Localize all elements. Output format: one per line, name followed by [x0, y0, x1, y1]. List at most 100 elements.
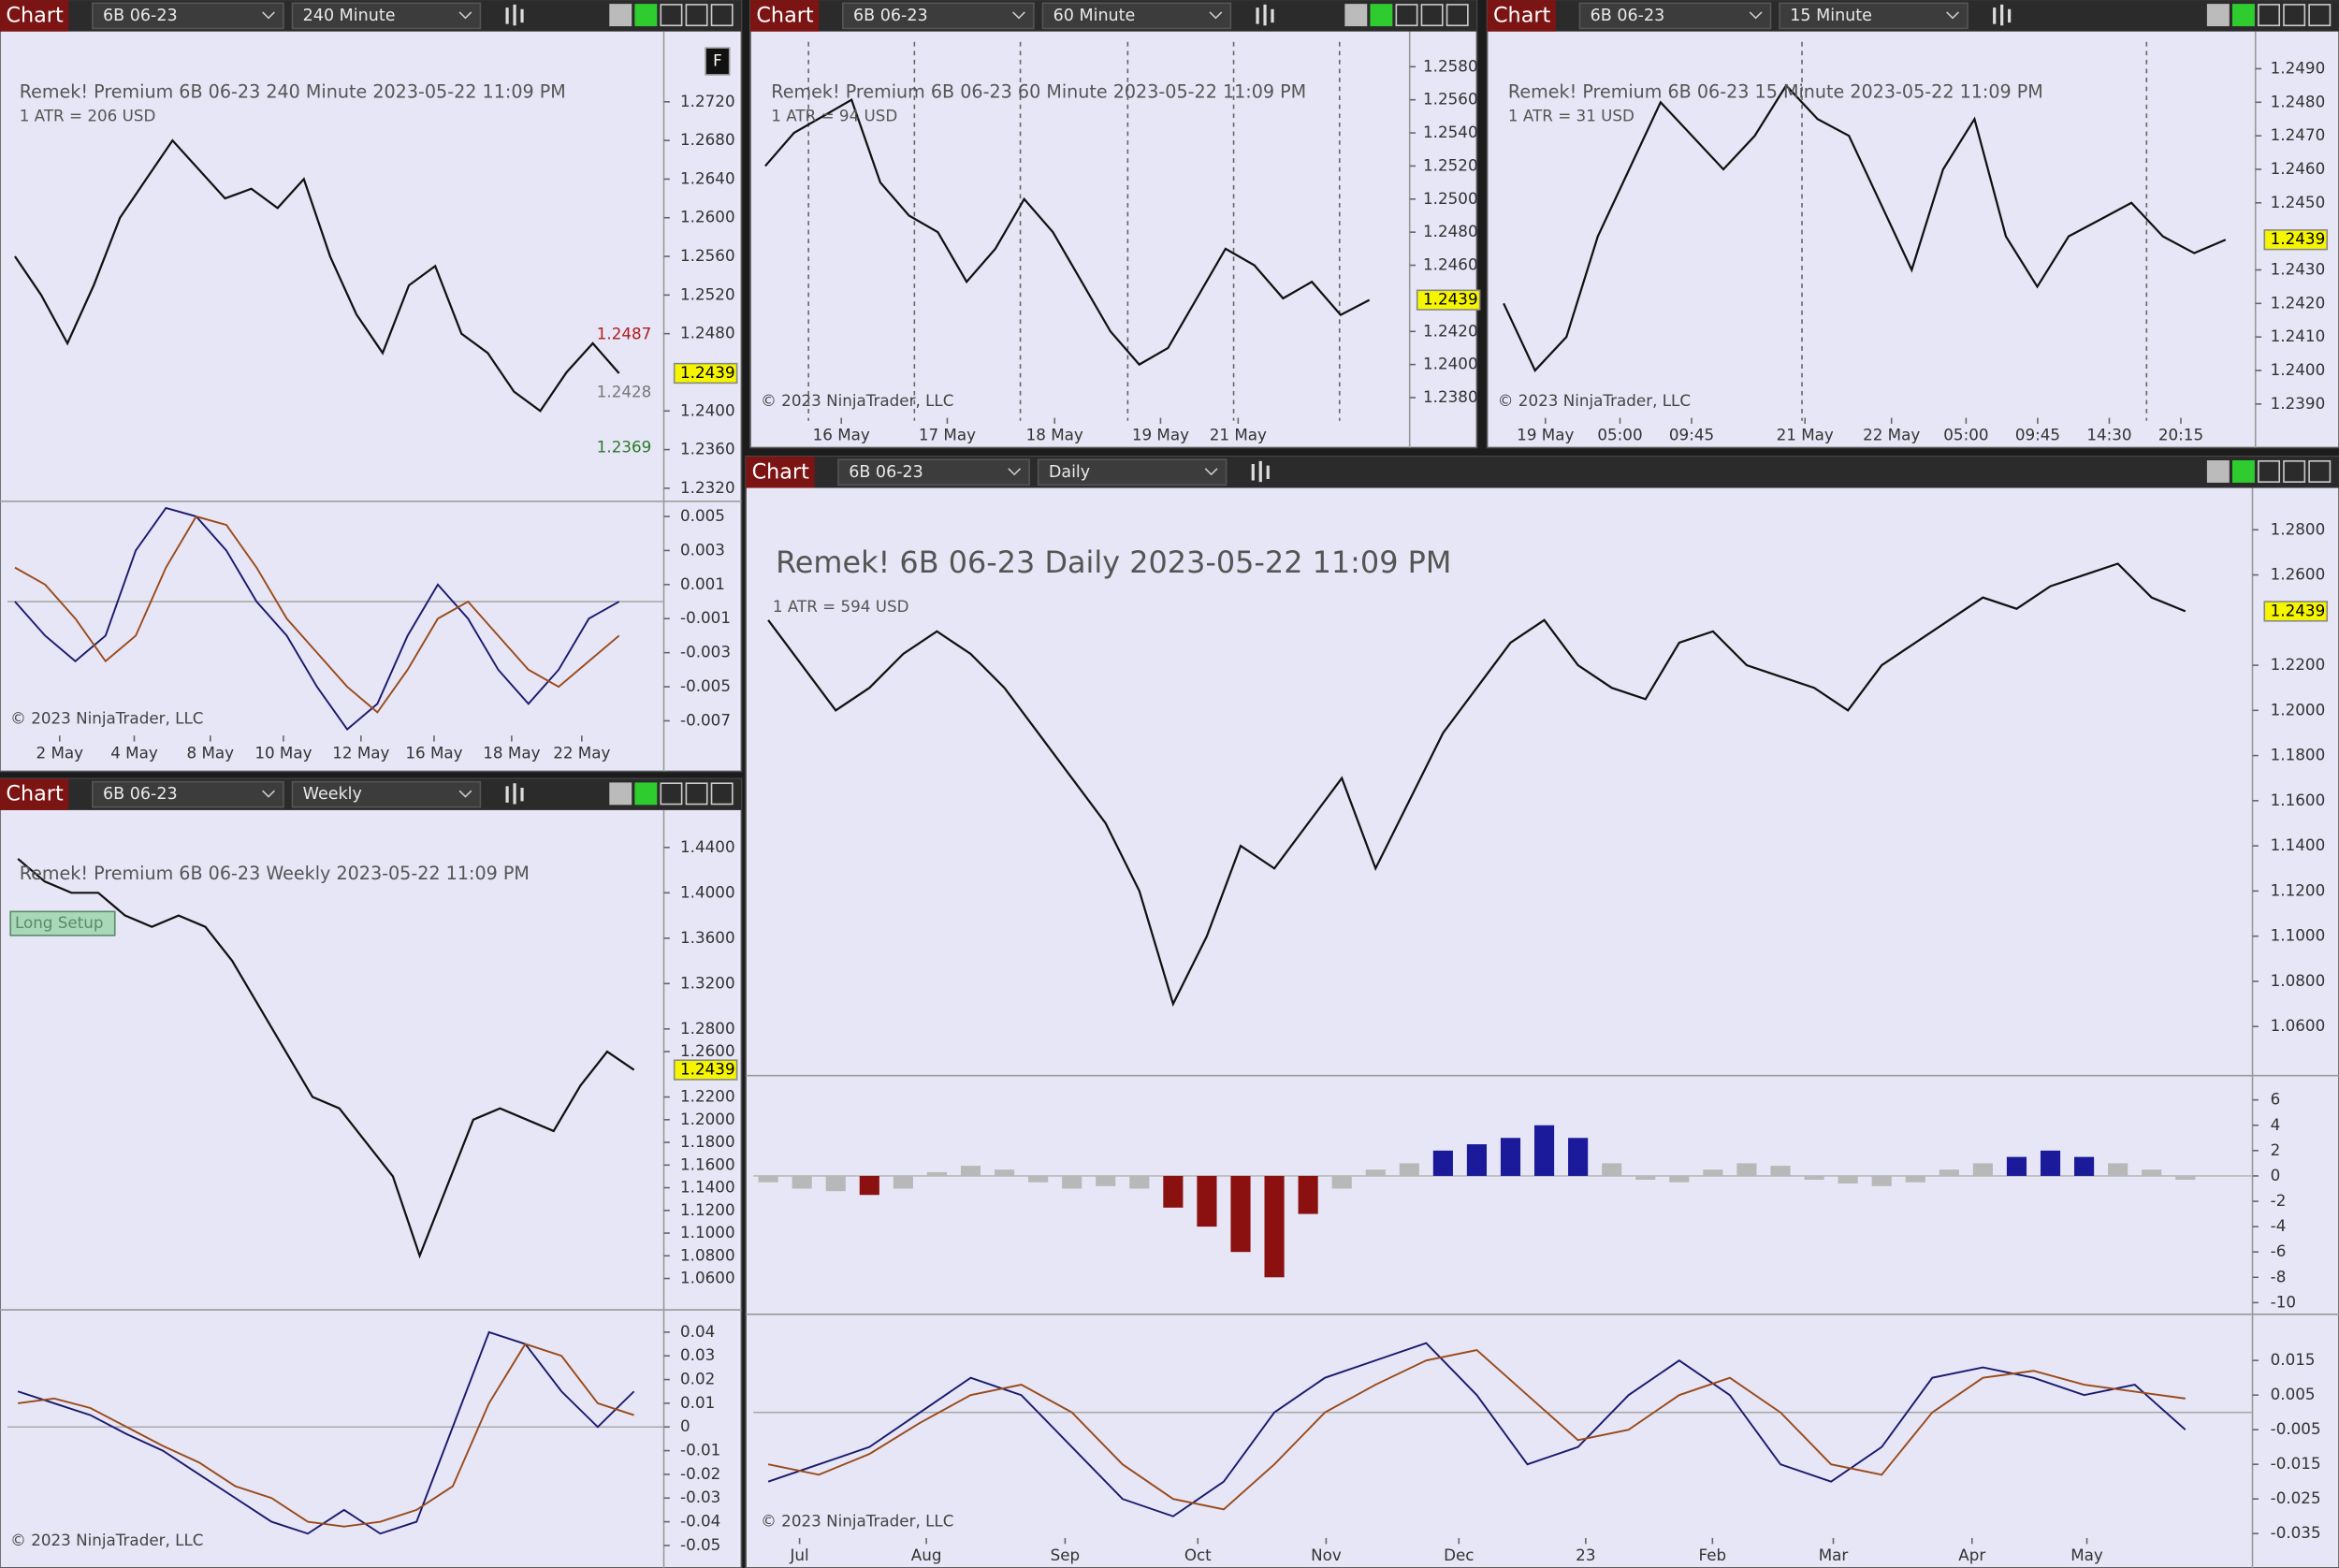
chart-label[interactable]: Chart — [6, 3, 64, 27]
window-button[interactable] — [2206, 460, 2230, 483]
window-button[interactable] — [1370, 4, 1393, 27]
chart-tab[interactable] — [0, 778, 69, 810]
instrument[interactable]: 6B 06-23 — [103, 785, 178, 804]
y-tick-label: 1.2390 — [2271, 394, 2326, 413]
window-button[interactable] — [609, 4, 632, 27]
y-tick-label: 1.2500 — [1423, 189, 1478, 208]
histogram-bar — [1568, 1138, 1589, 1176]
instrument[interactable]: 6B 06-23 — [853, 7, 928, 25]
dropdown-arrow — [1008, 468, 1022, 476]
oscillator-line — [767, 1349, 2186, 1511]
bar-type-icon[interactable] — [1251, 460, 1270, 483]
instrument[interactable]: 6B 06-23 — [103, 7, 178, 25]
instrument[interactable]: 6B 06-23 — [849, 463, 923, 482]
x-tick-label: Jul — [789, 1546, 808, 1564]
close-button[interactable] — [710, 782, 734, 806]
chart-tab[interactable] — [746, 457, 815, 488]
histogram-bar — [1500, 1138, 1521, 1176]
chart-label[interactable]: Chart — [6, 782, 64, 806]
interval-dropdown[interactable] — [1041, 2, 1232, 30]
window-button[interactable] — [1395, 4, 1418, 27]
chart-tab[interactable] — [0, 0, 69, 32]
interval[interactable]: 240 Minute — [303, 7, 396, 25]
bar-type-icon[interactable] — [1993, 4, 2012, 26]
window-button[interactable] — [685, 782, 708, 806]
close-button[interactable] — [2308, 4, 2332, 27]
chart-tab[interactable] — [1487, 0, 1556, 32]
window-button[interactable] — [2258, 460, 2281, 483]
window-background — [749, 0, 1478, 449]
bar-type-icon[interactable] — [505, 783, 524, 805]
x-tick-label: 19 May — [1132, 426, 1189, 444]
window-button[interactable] — [634, 782, 658, 806]
interval-dropdown[interactable] — [1779, 2, 1969, 30]
y-tick-label: -6 — [2271, 1241, 2287, 1260]
close-button[interactable] — [1446, 4, 1469, 27]
y-tick-label: -0.001 — [680, 608, 731, 627]
window-button[interactable] — [2232, 4, 2255, 27]
interval[interactable]: 60 Minute — [1053, 7, 1136, 25]
instrument[interactable]: 6B 06-23 — [1591, 7, 1665, 25]
window-background — [1486, 0, 2339, 449]
window-button[interactable] — [2206, 4, 2230, 27]
window-button[interactable] — [660, 782, 683, 806]
interval[interactable]: 15 Minute — [1790, 7, 1872, 25]
interval[interactable]: Daily — [1049, 463, 1090, 482]
window-button[interactable] — [609, 782, 632, 806]
window-button[interactable] — [1420, 4, 1444, 27]
y-tick-label: 1.2800 — [680, 1019, 735, 1038]
last-price: 1.2439 — [2271, 229, 2326, 248]
close-button[interactable] — [710, 4, 734, 27]
window-button[interactable] — [1344, 4, 1368, 27]
y-tick-label: -0.005 — [2271, 1419, 2321, 1438]
instrument-dropdown[interactable] — [837, 458, 1030, 486]
y-tick-label: 1.2400 — [2271, 360, 2326, 379]
y-tick-label: 1.2480 — [1423, 222, 1478, 240]
interval-dropdown[interactable] — [291, 780, 482, 808]
close-button[interactable] — [2308, 460, 2332, 483]
instrument-dropdown[interactable] — [92, 2, 284, 30]
y-tick-label: 1.4000 — [680, 882, 735, 901]
interval-dropdown[interactable] — [1037, 458, 1228, 486]
x-tick-label: 10 May — [254, 743, 312, 762]
window-button[interactable] — [2258, 4, 2281, 27]
window-button[interactable] — [2232, 460, 2255, 483]
y-tick-label: 1.1800 — [2271, 746, 2326, 764]
histogram-bar — [960, 1166, 981, 1176]
instrument-dropdown[interactable] — [92, 780, 284, 808]
last-price: 1.2439 — [1423, 290, 1478, 309]
chart-label[interactable]: Chart — [756, 3, 814, 27]
y-tick-label: 1.2480 — [2271, 92, 2326, 110]
interval-dropdown[interactable] — [291, 2, 482, 30]
y-tick-label: 1.2460 — [2271, 159, 2326, 178]
y-tick-label: -0.035 — [2271, 1523, 2321, 1542]
price-line — [767, 562, 2186, 1008]
window-button[interactable] — [2283, 460, 2306, 483]
toolbar: Chart 6B 06-23 60 Minute — [749, 0, 1477, 32]
atr-label: 1 ATR = 594 USD — [773, 597, 909, 616]
window-button[interactable] — [685, 4, 708, 27]
window-button[interactable] — [2283, 4, 2306, 27]
chart-tab[interactable] — [749, 0, 820, 32]
window-button[interactable] — [634, 4, 658, 27]
bar-type-icon[interactable] — [1256, 4, 1274, 26]
bar-type-icon[interactable] — [505, 4, 524, 26]
x-tick-label: Aug — [911, 1546, 942, 1564]
interval[interactable]: Weekly — [303, 785, 362, 804]
x-tick-label: Sep — [1051, 1546, 1081, 1564]
y-tick-label: 1.2430 — [2271, 259, 2326, 278]
chart-label[interactable]: Chart — [752, 459, 810, 484]
oscillator-line — [14, 506, 620, 731]
histogram-bar — [1197, 1175, 1217, 1227]
histogram-bar — [1838, 1175, 1858, 1184]
instrument-dropdown[interactable] — [842, 2, 1035, 30]
y-tick-label: 1.2680 — [680, 130, 735, 149]
copyright: © 2023 NinjaTrader, LLC — [10, 1531, 203, 1549]
instrument-dropdown[interactable] — [1578, 2, 1772, 30]
window-button[interactable] — [660, 4, 683, 27]
price-line — [764, 98, 1371, 367]
toolbar: Chart 6B 06-23 240 Minute — [0, 0, 742, 32]
chart-label[interactable]: Chart — [1493, 3, 1551, 27]
histogram-bar — [1298, 1175, 1318, 1214]
dropdown-arrow — [1012, 11, 1025, 20]
